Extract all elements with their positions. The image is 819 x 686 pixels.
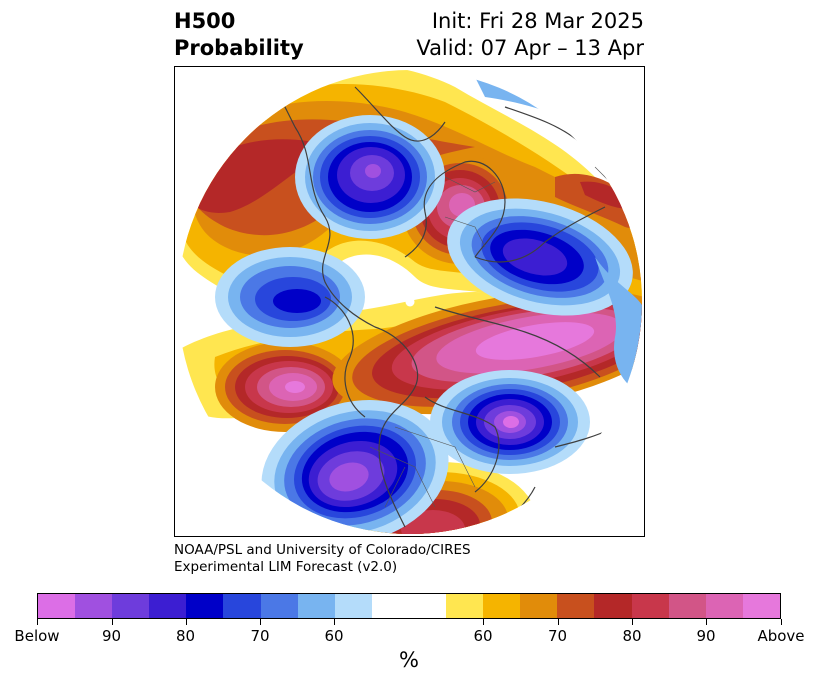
colorbar-tick [111,619,113,625]
colorbar-tick-label: 80 [622,627,642,645]
colorbar-segment [297,594,335,618]
credit-line-2: Experimental LIM Forecast (v2.0) [174,559,398,575]
colorbar-segment [705,594,743,618]
anomaly-field [178,70,642,534]
colorbar-segment [371,594,409,618]
colorbar-segment [112,594,150,618]
colorbar-segment [483,594,521,618]
colorbar-tick-label: Above [757,627,805,645]
colorbar-tick [557,619,559,625]
colorbar-tick-label: Below [14,627,60,645]
coastlines [264,70,642,534]
map-canvas [178,70,642,534]
colorbar-segment [446,594,484,618]
colorbar-tick-label: 70 [250,627,270,645]
colorbar-tick-label: 70 [547,627,568,645]
colorbar-tick [334,619,335,625]
colorbar-segment [631,594,669,618]
forecast-dates: Init: Fri 28 Mar 2025 Valid: 07 Apr – 13… [416,8,644,62]
colorbar-tick [781,619,782,625]
colorbar-tick-label: 90 [101,627,122,645]
probability-map [174,66,645,537]
title-line-2: Probability [174,36,304,60]
colorbar-segment [334,594,372,618]
colorbar-tick [185,619,187,625]
init-date: Init: Fri 28 Mar 2025 [431,9,644,33]
colorbar-tick [483,619,484,625]
colorbar-tick-label: 80 [175,627,196,645]
colorbar-segment [75,594,113,618]
colorbar-segment [557,594,595,618]
colorbar-segment [260,594,298,618]
colorbar-tick-label: 60 [324,627,344,645]
colorbar-tick [260,619,261,625]
colorbar-segment [668,594,706,618]
credit-line-1: NOAA/PSL and University of Colorado/CIRE… [174,542,471,558]
credit-text: NOAA/PSL and University of Colorado/CIRE… [174,542,471,576]
colorbar-segment [186,594,224,618]
colorbar [37,593,781,619]
colorbar-segment [149,594,187,618]
colorbar-tick-label: 60 [473,627,493,645]
colorbar-segment [223,594,261,618]
valid-dates: Valid: 07 Apr – 13 Apr [416,36,644,60]
colorbar-segment [742,594,780,618]
colorbar-tick [706,619,707,625]
colorbar-tick-label: 90 [696,627,716,645]
colorbar-segment [520,594,558,618]
colorbar-tick [37,619,38,625]
colorbar-segment [38,594,76,618]
title-line-1: H500 [174,9,236,33]
colorbar-segment [594,594,632,618]
colorbar-segment [408,594,447,618]
title: H500 Probability [174,8,304,62]
colorbar-unit: % [399,648,419,672]
colorbar-tick [632,619,633,625]
